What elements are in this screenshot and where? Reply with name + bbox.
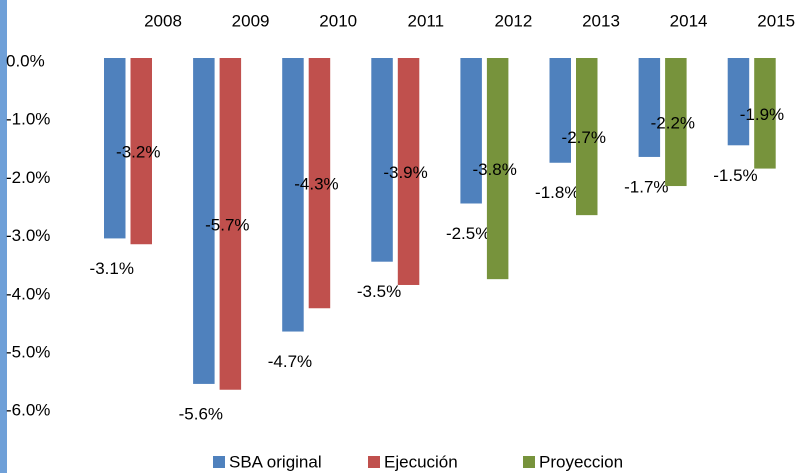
legend-label: SBA original	[229, 452, 322, 471]
x-tick-label: 2012	[494, 11, 532, 30]
y-tick-label: 0.0%	[6, 51, 45, 70]
y-tick-label: -4.0%	[6, 284, 50, 303]
y-tick-label: -6.0%	[6, 401, 50, 420]
data-label: -3.5%	[357, 282, 401, 301]
bar	[727, 58, 750, 146]
bar	[460, 58, 482, 204]
bar	[308, 58, 331, 309]
legend-label: Ejecución	[384, 452, 458, 471]
bar	[282, 58, 304, 332]
data-label: -5.6%	[179, 404, 223, 423]
legend-swatch	[368, 456, 380, 468]
bar	[486, 58, 509, 280]
data-label: -2.7%	[562, 128, 606, 147]
y-tick-label: -5.0%	[6, 342, 50, 361]
bar	[193, 58, 215, 384]
data-label: -2.2%	[651, 114, 695, 133]
bar	[665, 58, 687, 187]
bar	[397, 58, 420, 285]
data-label: -3.8%	[472, 160, 516, 179]
data-label: -5.7%	[205, 215, 249, 234]
data-label: -4.3%	[294, 175, 338, 194]
data-label: -1.8%	[535, 183, 579, 202]
x-tick-label: 2014	[670, 11, 708, 30]
x-tick-label: 2008	[144, 11, 182, 30]
x-tick-label: 2009	[232, 11, 270, 30]
x-tick-label: 2011	[408, 11, 445, 30]
legend-swatch	[523, 456, 535, 468]
y-tick-label: -2.0%	[6, 168, 50, 187]
data-label: -3.2%	[116, 143, 160, 162]
bar	[549, 58, 571, 163]
bar	[219, 58, 242, 390]
y-tick-label: -3.0%	[6, 226, 50, 245]
data-label: -2.5%	[446, 224, 490, 243]
legend-swatch	[213, 456, 225, 468]
x-tick-label: 2013	[582, 11, 620, 30]
data-label: -3.9%	[383, 163, 427, 182]
y-tick-label: -1.0%	[6, 110, 50, 129]
x-tick-label: 2010	[319, 11, 357, 30]
bar	[576, 58, 598, 216]
data-label: -4.7%	[268, 352, 312, 371]
bar	[638, 58, 661, 157]
data-label: -1.7%	[624, 177, 668, 196]
bar	[754, 58, 776, 169]
x-tick-label: 2015	[757, 11, 795, 30]
side-strip	[0, 0, 7, 473]
bar	[371, 58, 393, 262]
legend-label: Proyeccion	[539, 452, 623, 471]
data-label: -1.9%	[740, 105, 784, 124]
data-label: -1.5%	[713, 166, 757, 185]
bar	[130, 58, 152, 245]
data-label: -3.1%	[90, 259, 134, 278]
bar	[104, 58, 126, 239]
